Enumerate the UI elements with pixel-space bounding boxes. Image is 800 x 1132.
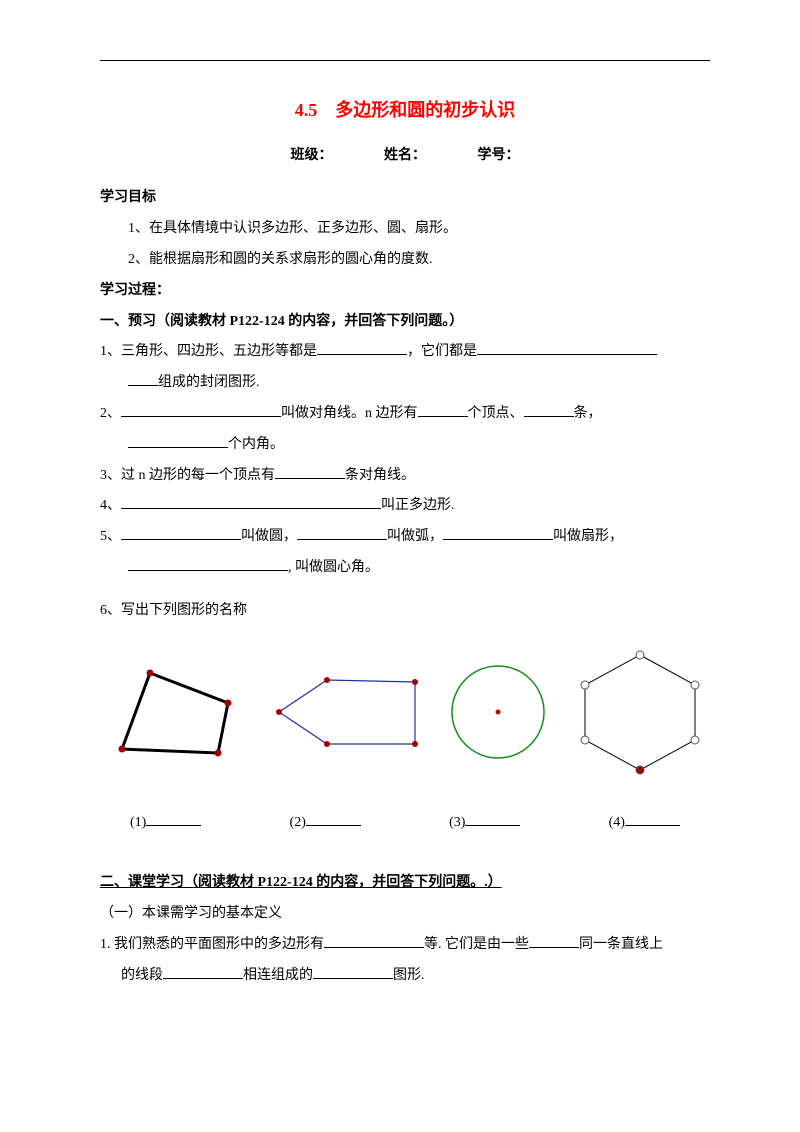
blank[interactable]	[121, 494, 381, 509]
q4b: 叫正多边形.	[381, 498, 455, 513]
blank[interactable]	[128, 556, 288, 571]
goal-1: 1、在具体情境中认识多边形、正多边形、圆、扇形。	[100, 214, 710, 245]
preview-q1-cont: 组成的封闭图形.	[100, 368, 710, 399]
l1-text: (1)	[130, 815, 146, 830]
blank[interactable]	[121, 525, 241, 540]
l4-text: (4)	[609, 815, 625, 830]
header-fields: 班级： 姓名： 学号：	[100, 141, 710, 172]
classroom-q1: 1. 我们熟悉的平面图形中的多边形有 等. 它们是由一些 同一条直线上	[100, 930, 710, 961]
q4a: 4、	[100, 498, 121, 513]
shape-circle	[443, 660, 553, 765]
blank[interactable]	[128, 371, 158, 386]
q5d: 叫做扇形，	[553, 529, 623, 544]
blank[interactable]	[306, 810, 361, 825]
blank[interactable]	[313, 963, 393, 978]
classroom-sub: （一）本课需学习的基本定义	[100, 899, 710, 930]
q3b: 条对角线。	[345, 468, 415, 483]
preview-q2: 2、 叫做对角线。n 边形有 个顶点、 条，	[100, 399, 710, 430]
blank[interactable]	[163, 963, 243, 978]
preview-head: 一、预习（阅读教材 P122-124 的内容，并回答下列问题。）	[100, 307, 710, 338]
q1c: 组成的封闭图形.	[158, 375, 260, 390]
preview-q5-cont: , 叫做圆心角。	[100, 553, 710, 584]
preview-q5: 5、 叫做圆， 叫做弧， 叫做扇形，	[100, 522, 710, 553]
q5c: 叫做弧，	[387, 529, 443, 544]
q5e: , 叫做圆心角。	[288, 560, 379, 575]
name-label: 姓名：	[384, 148, 426, 163]
cq1d: 的线段	[121, 968, 163, 983]
l3-text: (3)	[449, 815, 465, 830]
shape-pentagon	[267, 662, 427, 762]
cq1f: 图形.	[393, 968, 425, 983]
blank[interactable]	[477, 340, 657, 355]
goals-head: 学习目标	[100, 183, 710, 214]
blank[interactable]	[625, 810, 680, 825]
q5a: 5、	[100, 529, 121, 544]
q3a: 3、过 n 边形的每一个顶点有	[100, 468, 275, 483]
shapes-row	[100, 645, 710, 780]
cq1c: 同一条直线上	[579, 937, 663, 952]
blank[interactable]	[418, 402, 468, 417]
blank[interactable]	[465, 810, 520, 825]
q1b: ，它们都是	[407, 344, 477, 359]
q1a: 1、三角形、四边形、五边形等都是	[100, 344, 317, 359]
preview-q6: 6、写出下列图形的名称	[100, 596, 710, 627]
classroom-head: 二、课堂学习（阅读教材 P122-124 的内容，并回答下列问题。.）	[100, 868, 710, 899]
classroom-q1-cont: 的线段 相连组成的 图形.	[100, 961, 710, 992]
blank[interactable]	[128, 432, 228, 447]
q2a: 2、	[100, 406, 121, 421]
q2d: 条，	[574, 406, 602, 421]
blank[interactable]	[524, 402, 574, 417]
preview-q4: 4、 叫正多边形.	[100, 491, 710, 522]
cq1a: 1. 我们熟悉的平面图形中的多边形有	[100, 937, 324, 952]
class-label: 班级：	[291, 148, 333, 163]
q2c: 个顶点、	[468, 406, 524, 421]
shape-labels: (1) (2) (3) (4)	[100, 808, 710, 839]
blank[interactable]	[317, 340, 407, 355]
shape-quadrilateral	[100, 655, 250, 770]
q5b: 叫做圆，	[241, 529, 297, 544]
blank[interactable]	[146, 810, 201, 825]
preview-q1: 1、三角形、四边形、五边形等都是 ，它们都是	[100, 337, 710, 368]
preview-q3: 3、过 n 边形的每一个顶点有 条对角线。	[100, 461, 710, 492]
blank[interactable]	[529, 933, 579, 948]
shape-hexagon	[570, 645, 710, 780]
blank[interactable]	[297, 525, 387, 540]
l2-text: (2)	[290, 815, 306, 830]
goal-2: 2、能根据扇形和圆的关系求扇形的圆心角的度数.	[100, 245, 710, 276]
process-head: 学习过程：	[100, 276, 710, 307]
blank[interactable]	[121, 402, 281, 417]
cq1e: 相连组成的	[243, 968, 313, 983]
label-1: (1)	[130, 808, 201, 839]
header-rule	[100, 60, 710, 61]
cq1b: 等. 它们是由一些	[424, 937, 529, 952]
id-label: 学号：	[478, 148, 520, 163]
blank[interactable]	[443, 525, 553, 540]
page-title: 4.5 多边形和圆的初步认识	[100, 91, 710, 131]
q2b: 叫做对角线。n 边形有	[281, 406, 418, 421]
blank[interactable]	[324, 933, 424, 948]
q2e: 个内角。	[228, 437, 284, 452]
label-4: (4)	[609, 808, 680, 839]
preview-q2-cont: 个内角。	[100, 430, 710, 461]
blank[interactable]	[275, 463, 345, 478]
label-2: (2)	[290, 808, 361, 839]
label-3: (3)	[449, 808, 520, 839]
